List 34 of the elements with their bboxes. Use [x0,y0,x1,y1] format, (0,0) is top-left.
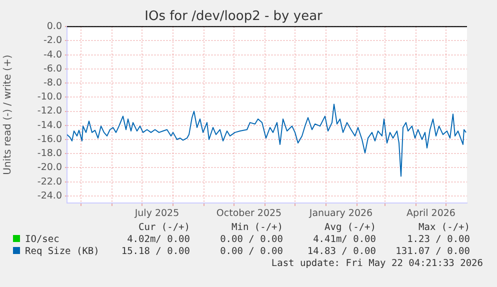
x-tick-label: January 2026 [308,208,373,220]
y-tick-label: -14.0 [37,120,62,131]
legend-label: IO/sec [24,234,60,245]
text: 0.00 / 0.00 [220,246,283,257]
text: 1.23 / 0.00 [407,234,470,245]
x-tick-label: October 2025 [216,208,282,220]
chart-title: IOs for /dev/loop2 - by year [144,9,324,24]
text: 0.00 / 0.00 [220,234,283,245]
y-tick-label: -22.0 [37,176,62,188]
text: 15.18 / 0.00 [121,246,190,257]
text: Min (-/+) [232,222,283,233]
text: 131.07 / 0.00 [396,246,470,257]
y-tick-label: -6.0 [43,63,62,74]
y-tick-label: 0.0 [46,21,62,32]
y-tick-label: -4.0 [43,49,62,60]
text: Max (-/+) [418,222,470,233]
x-tick-label: April 2026 [406,208,456,220]
text: Avg (-/+) [324,222,376,233]
y-tick-label: -18.0 [37,148,62,160]
y-tick-label: -24.0 [37,190,62,202]
text: 4.02m/ 0.00 [127,234,190,245]
legend-label: Req Size (KB) [24,246,100,257]
text: Last update: Fri May 22 04:21:33 2026 [271,258,483,269]
y-axis-title: Units read (-) / write (+) [2,54,14,175]
text: 4.41m/ 0.00 [313,234,376,245]
y-tick-label: -12.0 [37,106,62,117]
y-tick-label: -8.0 [43,78,62,89]
x-tick-label: July 2025 [134,208,180,220]
text: 14.83 / 0.00 [307,246,376,257]
text: Cur (-/+) [138,222,190,233]
y-tick-label: -2.0 [43,35,62,46]
y-tick-label: -16.0 [37,134,62,145]
y-tick-label: -20.0 [37,162,62,174]
y-tick-label: -10.0 [37,92,62,103]
